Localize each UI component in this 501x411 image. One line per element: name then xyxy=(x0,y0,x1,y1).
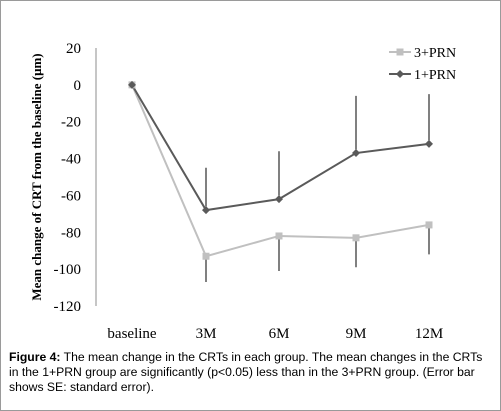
x-tick-label: 6M xyxy=(269,326,290,342)
data-point xyxy=(202,206,210,215)
x-tick-label: 12M xyxy=(415,326,443,342)
caption-text: The mean change in the CRTs in each grou… xyxy=(9,350,483,394)
y-tick-label: -60 xyxy=(61,188,81,204)
series-line xyxy=(131,84,430,258)
data-point xyxy=(128,80,136,89)
legend-marker xyxy=(396,48,404,56)
y-tick-label: -100 xyxy=(54,262,82,278)
figure-caption: Figure 4: The mean change in the CRTs in… xyxy=(9,350,495,395)
data-point xyxy=(202,252,210,260)
y-tick-label: 20 xyxy=(66,41,81,57)
data-point xyxy=(275,232,283,240)
x-tick-label: 3M xyxy=(196,326,217,342)
y-tick-label: -80 xyxy=(61,225,81,241)
legend-marker xyxy=(396,70,404,78)
legend-label: 1+PRN xyxy=(414,68,456,83)
data-point xyxy=(425,221,433,229)
legend-label: 3+PRN xyxy=(414,46,456,61)
caption-label: Figure 4: xyxy=(9,350,61,364)
data-point xyxy=(425,139,433,148)
y-tick-label: 0 xyxy=(74,78,82,94)
y-tick-label: -120 xyxy=(54,299,82,315)
data-point xyxy=(352,149,360,158)
y-tick-label: -40 xyxy=(61,152,81,168)
y-tick-label: -20 xyxy=(61,115,81,131)
series-line xyxy=(131,84,430,212)
x-tick-label: 9M xyxy=(346,326,367,342)
data-point xyxy=(352,234,360,242)
data-point xyxy=(275,195,283,204)
y-axis-title: Mean change of CRT from the baseline (μm… xyxy=(29,53,44,300)
line-chart: 20 0 -20 -40 -60 -80 -100 -120 baseline 3M 6M 9M 12M… xyxy=(29,41,456,342)
x-tick-label: baseline xyxy=(107,326,156,342)
